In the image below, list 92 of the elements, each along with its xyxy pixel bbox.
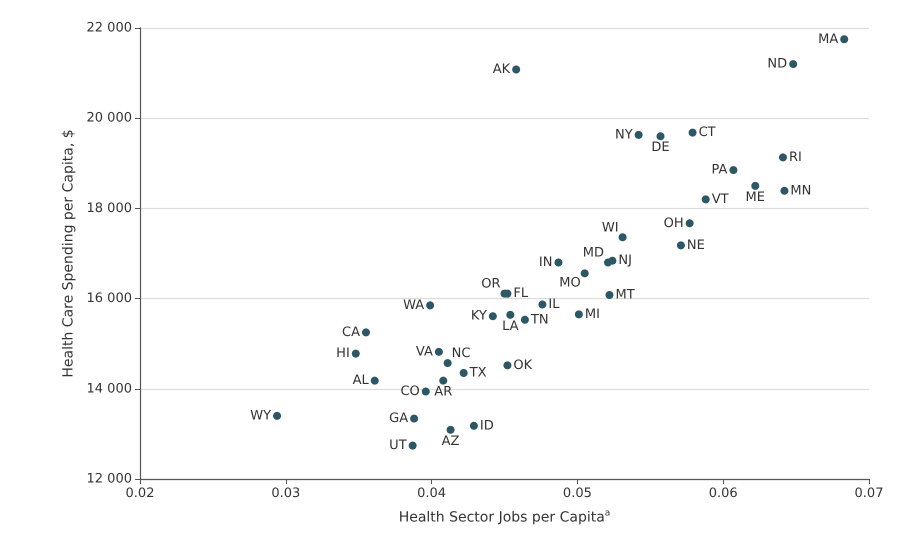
- point: [434, 348, 443, 356]
- point: [608, 256, 616, 265]
- annotation: HI: [336, 346, 350, 362]
- annotation: AZ: [442, 434, 460, 449]
- point: [352, 350, 360, 358]
- annotation: AL: [352, 373, 370, 388]
- annotation: TN: [530, 312, 549, 328]
- point: [506, 310, 514, 319]
- annotation: DE: [651, 140, 670, 156]
- annotation: KY: [470, 308, 487, 324]
- point: [780, 186, 788, 195]
- annotation: NC: [452, 346, 470, 362]
- point: [686, 219, 694, 228]
- point: [605, 290, 614, 299]
- point: [618, 233, 627, 242]
- annotation: VT: [712, 192, 729, 207]
- point: [426, 301, 434, 310]
- annotation: RI: [788, 150, 802, 165]
- annotation: NJ: [618, 253, 632, 268]
- annotation: CT: [698, 125, 716, 140]
- annotation: MN: [790, 183, 812, 198]
- point: [634, 130, 643, 139]
- point: [503, 361, 512, 370]
- point: [273, 412, 282, 420]
- annotation: IL: [548, 296, 560, 312]
- point: [470, 422, 478, 430]
- annotation: GA: [389, 411, 408, 426]
- annotation: NE: [686, 238, 705, 253]
- annotation: ME: [746, 190, 765, 205]
- point: [751, 182, 760, 190]
- annotation: WY: [250, 408, 272, 424]
- point: [446, 426, 455, 434]
- point: [538, 300, 546, 308]
- annotation: OK: [513, 358, 533, 373]
- y-tick-label: 20 000: [86, 110, 132, 126]
- point: [656, 132, 665, 140]
- annotation: ND: [767, 56, 788, 72]
- annotation: MA: [818, 32, 838, 47]
- annotation: UT: [389, 438, 407, 454]
- annotation: MI: [584, 306, 600, 322]
- point: [676, 241, 685, 250]
- point: [789, 60, 798, 68]
- point: [554, 258, 562, 267]
- annotation: AR: [434, 384, 452, 400]
- annotation: OR: [481, 276, 500, 292]
- annotation: NY: [614, 127, 633, 142]
- annotation: WI: [602, 220, 619, 236]
- point: [702, 195, 710, 204]
- point: [422, 388, 430, 396]
- annotation: MD: [582, 246, 604, 261]
- annotation: AK: [492, 62, 511, 77]
- point: [444, 359, 452, 368]
- x-tick-label: 0.07: [854, 486, 884, 501]
- point: [439, 376, 448, 385]
- y-tick-label: 16 000: [86, 291, 132, 306]
- point: [362, 328, 370, 336]
- y-tick-label: 12 000: [86, 472, 132, 486]
- y-tick-label: 14 000: [86, 381, 132, 396]
- annotation: PA: [712, 162, 728, 178]
- annotation: ID: [480, 418, 494, 434]
- point: [778, 153, 787, 162]
- annotation: TX: [468, 366, 487, 381]
- annotation: OH: [664, 216, 684, 231]
- x-tick-label: 0.05: [562, 486, 592, 501]
- point: [410, 414, 418, 423]
- annotation: WA: [403, 298, 424, 313]
- point: [460, 369, 468, 378]
- annotation: IN: [538, 255, 552, 270]
- y-tick-label: 18 000: [86, 200, 132, 216]
- x-tick-label: 0.06: [708, 486, 738, 501]
- annotation: CO: [400, 384, 420, 400]
- y-axis-title: Health Care Spending per Capita, $: [60, 129, 77, 378]
- point: [512, 65, 520, 74]
- point: [520, 316, 529, 324]
- point: [729, 166, 738, 174]
- point: [580, 269, 589, 278]
- x-tick-label: 0.02: [126, 486, 154, 501]
- annotation: VA: [416, 344, 433, 360]
- point: [840, 35, 848, 44]
- x-tick-label: 0.03: [271, 486, 300, 501]
- annotation: FL: [513, 286, 529, 302]
- annotation: CA: [342, 324, 360, 340]
- x-tick-label: 0.04: [417, 486, 446, 501]
- point: [408, 442, 417, 450]
- point: [370, 376, 379, 385]
- point: [688, 128, 697, 137]
- annotation: LA: [502, 318, 519, 334]
- annotation: MT: [615, 287, 635, 302]
- point: [574, 310, 583, 318]
- annotation: MO: [559, 275, 581, 290]
- y-tick-label: 22 000: [86, 20, 132, 36]
- point: [488, 312, 497, 320]
